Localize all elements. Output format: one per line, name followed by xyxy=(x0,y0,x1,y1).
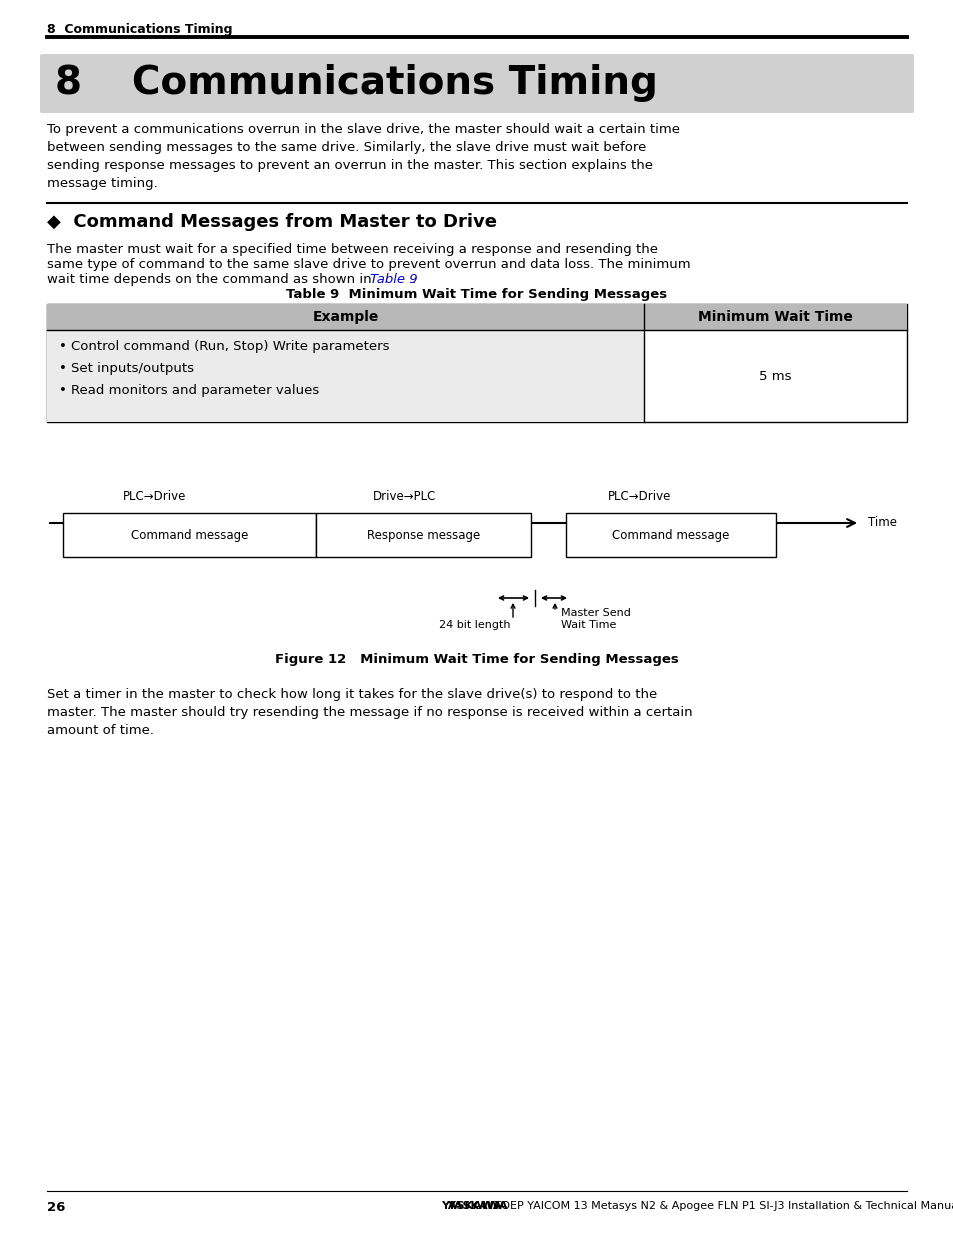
Text: YASKAWA: YASKAWA xyxy=(446,1201,507,1211)
Text: 8: 8 xyxy=(55,65,82,103)
Text: •: • xyxy=(59,383,67,397)
Text: 8  Communications Timing: 8 Communications Timing xyxy=(47,24,233,36)
Bar xyxy=(63,513,315,557)
Text: Command message: Command message xyxy=(131,529,248,541)
Text: .: . xyxy=(412,273,416,285)
Text: Time: Time xyxy=(867,516,896,530)
Text: •: • xyxy=(59,362,67,375)
Text: •: • xyxy=(59,340,67,352)
Text: Command message: Command message xyxy=(612,529,729,541)
Text: Figure 12   Minimum Wait Time for Sending Messages: Figure 12 Minimum Wait Time for Sending … xyxy=(274,653,679,666)
Bar xyxy=(47,304,906,330)
Text: 24 bit length: 24 bit length xyxy=(439,620,511,630)
Text: Control command (Run, Stop) Write parameters: Control command (Run, Stop) Write parame… xyxy=(71,340,389,352)
Text: Response message: Response message xyxy=(367,529,479,541)
Text: Minimum Wait Time: Minimum Wait Time xyxy=(698,310,852,324)
Text: PLC→Drive: PLC→Drive xyxy=(123,490,187,503)
Text: wait time depends on the command as shown in: wait time depends on the command as show… xyxy=(47,273,375,285)
Text: YASKAWA: YASKAWA xyxy=(440,1201,501,1211)
Text: 5 ms: 5 ms xyxy=(759,370,791,382)
Text: The master must wait for a specified time between receiving a response and resen: The master must wait for a specified tim… xyxy=(47,243,658,256)
Text: Table 9  Minimum Wait Time for Sending Messages: Table 9 Minimum Wait Time for Sending Me… xyxy=(286,288,667,302)
Text: Set a timer in the master to check how long it takes for the slave drive(s) to r: Set a timer in the master to check how l… xyxy=(47,688,692,737)
Text: Example: Example xyxy=(312,310,378,324)
Text: Communications Timing: Communications Timing xyxy=(132,65,658,103)
Text: Drive→PLC: Drive→PLC xyxy=(373,490,436,503)
FancyBboxPatch shape xyxy=(40,55,913,113)
Text: Master Send
Wait Time: Master Send Wait Time xyxy=(560,608,630,630)
Text: TOEP YAICOM 13 Metasys N2 & Apogee FLN P1 SI-J3 Installation & Technical Manual: TOEP YAICOM 13 Metasys N2 & Apogee FLN P… xyxy=(491,1201,953,1211)
Bar xyxy=(47,304,906,422)
Text: Read monitors and parameter values: Read monitors and parameter values xyxy=(71,383,319,397)
Text: PLC→Drive: PLC→Drive xyxy=(608,490,671,503)
Bar xyxy=(565,513,775,557)
Bar xyxy=(47,330,643,422)
Text: same type of command to the same slave drive to prevent overrun and data loss. T: same type of command to the same slave d… xyxy=(47,258,690,271)
Text: To prevent a communications overrun in the slave drive, the master should wait a: To prevent a communications overrun in t… xyxy=(47,123,679,190)
Text: 26: 26 xyxy=(47,1201,66,1214)
Bar xyxy=(315,513,531,557)
Text: ◆  Command Messages from Master to Drive: ◆ Command Messages from Master to Drive xyxy=(47,213,497,231)
Text: Table 9: Table 9 xyxy=(370,273,417,285)
Text: Set inputs/outputs: Set inputs/outputs xyxy=(71,362,193,375)
